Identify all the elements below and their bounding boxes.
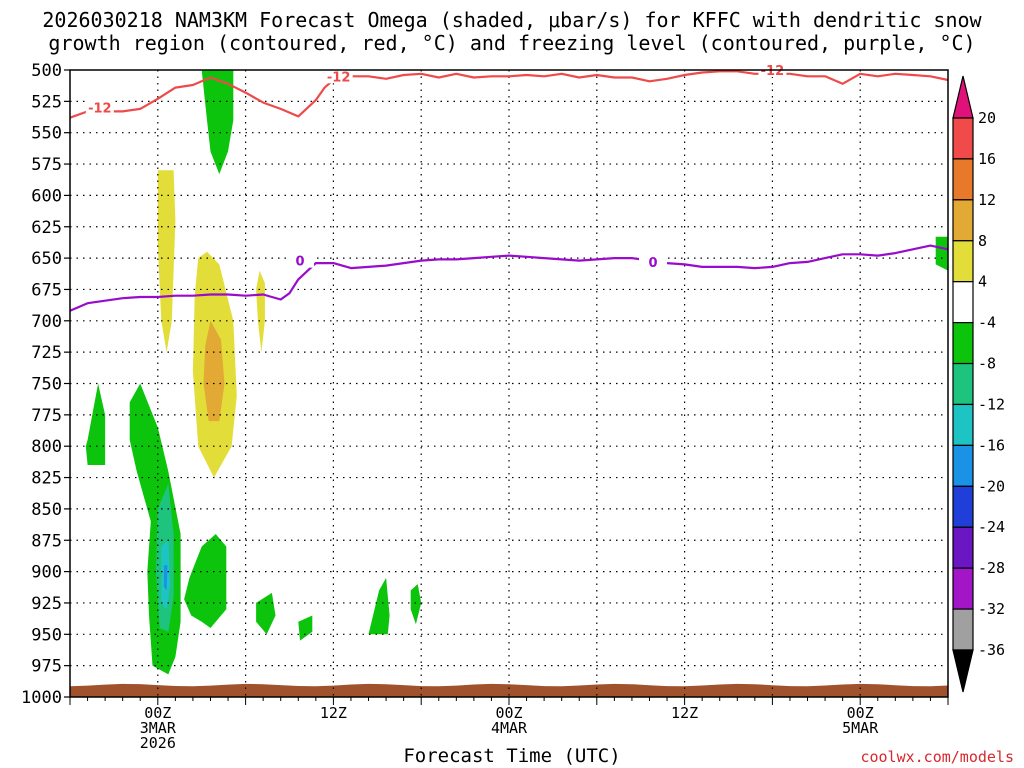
colorbar-segment (952, 199, 974, 242)
y-tick-label: 975 (31, 657, 62, 677)
x-tick-label: 12Z (320, 704, 347, 722)
omega-region-10 (163, 565, 168, 591)
contour-line--12 (69, 70, 949, 119)
colorbar-segment (952, 567, 974, 610)
omega-region-3 (203, 320, 225, 422)
omega-region-11 (256, 592, 276, 635)
x-tick-label: 00Z (144, 704, 171, 722)
colorbar-label: -8 (978, 355, 996, 373)
x-tick-label: 4MAR (491, 719, 528, 737)
colorbar-segment (952, 281, 974, 324)
colorbar-label: -4 (978, 314, 996, 332)
colorbar-segment (952, 485, 974, 528)
y-tick-label: 500 (31, 61, 62, 81)
colorbar-label: -16 (978, 436, 1005, 454)
x-tick-label: 00Z (495, 704, 522, 722)
colorbar-segment (952, 158, 974, 201)
y-tick-label: 1000 (21, 688, 62, 708)
colorbar-label: -12 (978, 395, 1005, 413)
colorbar-label: -32 (978, 600, 1005, 618)
y-tick-label: 575 (31, 155, 62, 175)
chart-title-line2: growth region (contoured, red, °C) and f… (48, 31, 976, 55)
colorbar-segment (952, 526, 974, 569)
x-tick-label: 00Z (847, 704, 874, 722)
omega-region-5 (85, 383, 106, 465)
contour-label-1: -12 (327, 70, 351, 85)
colorbar-label: -20 (978, 477, 1005, 495)
colorbar-top-arrow (952, 75, 974, 119)
colorbar-label: 20 (978, 109, 996, 127)
colorbar-segment (952, 240, 974, 283)
y-tick-label: 875 (31, 531, 62, 551)
colorbar-segment (952, 362, 974, 406)
omega-region-4 (256, 270, 265, 353)
contour-label-0: -12 (88, 102, 112, 117)
omega-region-12 (298, 615, 313, 641)
contour-label-3: 0 (296, 255, 305, 270)
colorbar-label: 4 (978, 273, 987, 291)
y-tick-label: 925 (31, 594, 62, 614)
contour-label-bg-0 (85, 99, 114, 115)
y-tick-label: 750 (31, 375, 62, 395)
y-tick-label: 800 (31, 437, 62, 457)
colorbar-label: -36 (978, 641, 1005, 659)
ground-surface (70, 683, 948, 697)
x-axis-label: Forecast Time (UTC) (403, 745, 621, 767)
chart-title-line1: 2026030218 NAM3KM Forecast Omega (shaded… (42, 8, 982, 32)
omega-region-7 (184, 534, 227, 628)
y-tick-label: 550 (31, 124, 62, 144)
contour-label-bg-3 (286, 252, 315, 268)
y-tick-label: 675 (31, 280, 62, 300)
contour-label-bg-4 (638, 253, 667, 269)
omega-region-0 (201, 70, 234, 175)
x-tick-label: 12Z (671, 704, 698, 722)
y-tick-label: 850 (31, 500, 62, 520)
colorbar-label: -24 (978, 518, 1005, 536)
y-tick-label: 700 (31, 312, 62, 332)
y-tick-label: 600 (31, 186, 62, 206)
omega-region-13 (368, 577, 390, 635)
colorbar-segment (952, 444, 974, 487)
contour-label-4: 0 (648, 256, 657, 271)
colorbar-segment (952, 403, 974, 446)
colorbar-label: 16 (978, 150, 996, 168)
omega-region-15 (935, 236, 948, 271)
y-tick-label: 775 (31, 406, 62, 426)
colorbar-label: -28 (978, 559, 1005, 577)
omega-region-1 (157, 170, 176, 353)
source-credit[interactable]: coolwx.com/models (860, 748, 1014, 766)
y-tick-label: 825 (31, 469, 62, 489)
x-tick-label: 2026 (140, 734, 176, 752)
contour-label-bg-1 (324, 68, 353, 84)
y-tick-label: 625 (31, 218, 62, 238)
contour-label-2: -12 (761, 64, 785, 79)
y-tick-label: 525 (31, 92, 62, 112)
omega-region-14 (410, 584, 422, 625)
colorbar-segment (952, 608, 974, 651)
colorbar-label: 8 (978, 232, 987, 250)
colorbar-segment (952, 322, 974, 365)
y-tick-label: 650 (31, 249, 62, 269)
y-tick-label: 950 (31, 625, 62, 645)
colorbar-bottom-arrow (952, 649, 974, 693)
y-tick-label: 725 (31, 343, 62, 363)
y-tick-label: 900 (31, 563, 62, 583)
x-tick-label: 3MAR (140, 719, 177, 737)
colorbar-segment (952, 117, 974, 160)
colorbar-label: 12 (978, 191, 996, 209)
x-tick-label: 5MAR (842, 719, 879, 737)
contour-line-0 (69, 244, 949, 312)
